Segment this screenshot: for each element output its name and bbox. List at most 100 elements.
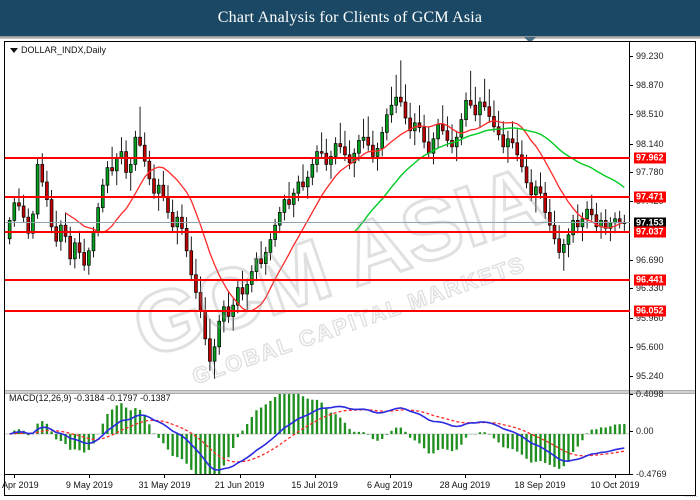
- date-axis-label: 28 Aug 2019: [439, 480, 491, 490]
- price-level-tag[interactable]: 96.441: [634, 274, 666, 286]
- candle-body: [222, 306, 226, 322]
- candle-body: [394, 96, 398, 106]
- price-axis-label: 96.690: [636, 254, 664, 265]
- price-axis-tick: [629, 56, 633, 58]
- candle-body: [133, 136, 138, 165]
- candle-body: [180, 216, 184, 229]
- candle-body: [161, 184, 166, 197]
- date-axis-tick: [164, 474, 166, 478]
- candle-body: [31, 213, 35, 234]
- price-axis-label: 96.330: [636, 283, 664, 294]
- price-axis-tick: [629, 318, 633, 319]
- candle-body: [548, 212, 552, 226]
- caret-down-icon[interactable]: [10, 48, 18, 54]
- candle-body: [40, 164, 45, 183]
- price-axis-label: 98.140: [636, 138, 664, 149]
- date-axis-line: [5, 474, 630, 475]
- price-axis-tick: [629, 201, 633, 203]
- macd-main-line: [9, 405, 625, 471]
- triangle-down-icon: [524, 37, 536, 43]
- candle-body: [529, 182, 534, 196]
- candle-body: [21, 205, 26, 218]
- candle-body: [366, 136, 371, 146]
- candle-body: [282, 199, 287, 213]
- price-axis-label: 95.600: [636, 341, 664, 352]
- candle-body: [82, 252, 86, 266]
- price-level-tag[interactable]: 97.471: [634, 191, 666, 203]
- candle-body: [128, 164, 133, 173]
- candle-body: [254, 258, 259, 272]
- candle-body: [250, 271, 254, 285]
- candle-body: [152, 178, 156, 194]
- pane-splitter[interactable]: [5, 390, 695, 394]
- candle-body: [534, 186, 538, 196]
- candle-body: [426, 141, 431, 154]
- candle-body: [259, 258, 263, 264]
- candle-body: [608, 222, 613, 229]
- candle-body: [468, 100, 473, 106]
- candle-body: [277, 212, 282, 226]
- macd-signal-line: [9, 409, 625, 463]
- candle-body: [124, 151, 128, 173]
- date-axis-label: 15 Jul 2019: [291, 480, 338, 490]
- candle-body: [7, 220, 12, 240]
- candle-body: [557, 238, 561, 253]
- candle-body: [203, 311, 208, 340]
- candle-body: [613, 218, 617, 224]
- candle-body: [459, 119, 464, 138]
- price-level-line[interactable]: [5, 196, 630, 199]
- macd-axis-label: -0.4769: [636, 469, 667, 479]
- candle-body: [310, 164, 315, 178]
- macd-axis-tick: [629, 430, 633, 432]
- current-price-tag[interactable]: 97.153: [634, 217, 666, 229]
- candle-body: [496, 126, 501, 136]
- candle-body: [91, 231, 96, 252]
- date-axis-tick: [314, 474, 316, 478]
- price-chart-plot[interactable]: [5, 42, 629, 390]
- candle-body: [464, 100, 468, 120]
- date-axis-label: 21 Jun 2019: [214, 480, 265, 490]
- candle-body: [343, 146, 347, 156]
- date-axis-tick: [389, 474, 391, 478]
- candle-body: [35, 164, 40, 215]
- symbol-label[interactable]: DOLLAR_INDX,Daily: [10, 45, 106, 55]
- candle-body: [436, 124, 440, 140]
- candle-body: [319, 151, 324, 154]
- price-axis-tick: [629, 143, 633, 145]
- date-axis-tick: [539, 474, 541, 478]
- candle-body: [515, 142, 520, 156]
- price-level-tag[interactable]: 96.052: [634, 305, 666, 317]
- date-axis-label: 6 Aug 2019: [366, 480, 413, 490]
- candle-body: [68, 236, 72, 260]
- current-price-line[interactable]: [5, 221, 630, 223]
- candle-body: [357, 140, 361, 154]
- price-level-line[interactable]: [5, 309, 630, 312]
- candle-body: [524, 166, 529, 184]
- price-axis-tick: [629, 288, 633, 290]
- candle-body: [240, 287, 245, 295]
- candle-body: [501, 134, 506, 148]
- candle-body: [361, 136, 366, 141]
- macd-indicator-plot[interactable]: [5, 394, 629, 474]
- candle-body: [236, 287, 240, 306]
- price-level-line[interactable]: [5, 156, 630, 159]
- candle-body: [375, 148, 380, 157]
- candle-body: [147, 160, 152, 180]
- candle-body: [170, 212, 175, 228]
- candle-body: [77, 242, 82, 253]
- price-level-line[interactable]: [5, 230, 630, 233]
- candle-body: [585, 208, 589, 220]
- price-level-tag[interactable]: 97.037: [634, 226, 666, 238]
- price-level-line[interactable]: [5, 278, 630, 281]
- candle-body: [87, 250, 91, 266]
- date-axis-tick: [89, 474, 91, 478]
- window-title-bar: Chart Analysis for Clients of GCM Asia: [0, 0, 700, 36]
- macd-axis-tick: [629, 394, 633, 395]
- candle-body: [138, 136, 142, 146]
- candle-body: [287, 199, 291, 205]
- price-axis-label: 95.240: [636, 370, 664, 381]
- price-axis-tick: [629, 375, 633, 377]
- price-level-tag[interactable]: 97.962: [634, 152, 666, 164]
- candle-body: [45, 181, 49, 200]
